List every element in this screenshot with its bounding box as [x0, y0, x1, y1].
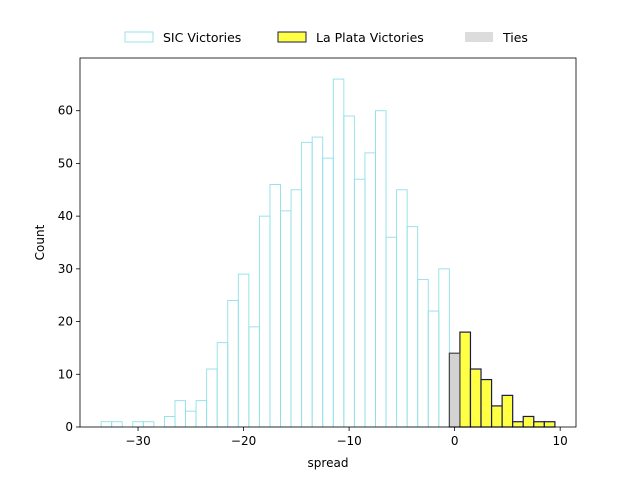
bar-sic-victories-11	[237, 273, 250, 428]
bar-sic-victories-17	[301, 141, 313, 428]
plot-area-frame	[79, 57, 577, 428]
bar-la-plata-victories-7	[533, 421, 545, 428]
bar-sic-victories-28	[417, 278, 429, 428]
bar-sic-victories-9	[216, 342, 229, 428]
bar-la-plata-victories-4	[501, 394, 514, 428]
legend: SIC Victories La Plata Victories Ties	[124, 30, 528, 45]
bar-la-plata-victories-8	[543, 421, 556, 428]
bar-sic-victories-22	[353, 178, 366, 428]
bar-sic-victories-27	[406, 226, 419, 428]
bar-sic-victories-16	[290, 189, 303, 428]
x-axis: −30 −20 −10 0 10	[125, 427, 568, 448]
bar-sic-victories-12	[248, 326, 260, 428]
bar-sic-victories-13	[258, 215, 271, 428]
bar-la-plata-victories-2	[480, 378, 493, 428]
bar-sic-victories-20	[332, 78, 345, 428]
bar-sic-victories-1	[111, 421, 123, 428]
bar-sic-victories-4	[163, 416, 176, 428]
bar-la-plata-victories-5	[512, 421, 524, 428]
y-tick-label: 50	[58, 156, 73, 170]
x-tick-label: 0	[451, 434, 459, 448]
x-axis-label: spread	[308, 456, 349, 470]
bar-sic-victories-18	[311, 136, 324, 428]
legend-swatch-ties	[465, 32, 493, 42]
bar-sic-victories-10	[227, 300, 239, 428]
y-axis-label: Count	[33, 224, 47, 260]
bar-sic-victories-19	[322, 157, 334, 428]
bar-sic-victories-26	[396, 189, 408, 428]
bar-sic-victories-29	[427, 310, 440, 428]
bar-sic-victories-7	[195, 400, 208, 428]
y-tick-label: 0	[65, 420, 73, 434]
legend-swatch-la-plata-victories	[277, 31, 307, 43]
legend-label: La Plata Victories	[316, 30, 424, 45]
legend-label: Ties	[502, 30, 528, 45]
bar-sic-victories-24	[375, 110, 387, 428]
bar-sic-victories-14	[269, 184, 281, 428]
legend-label: SIC Victories	[163, 30, 241, 45]
y-tick-label: 10	[58, 367, 73, 381]
bar-sic-victories-2	[132, 421, 144, 428]
bar-sic-victories-8	[206, 368, 218, 428]
y-tick-label: 40	[58, 209, 73, 223]
legend-swatch-sic-victories	[124, 31, 154, 43]
bar-la-plata-victories-1	[469, 368, 482, 428]
bar-la-plata-victories-3	[490, 405, 503, 428]
bars-layer	[100, 78, 556, 428]
y-tick-label: 60	[58, 104, 73, 118]
bar-la-plata-victories-0	[459, 331, 472, 428]
x-tick-label: −20	[231, 434, 256, 448]
bar-sic-victories-0	[100, 421, 113, 428]
x-tick-label: −30	[125, 434, 150, 448]
y-tick-label: 30	[58, 262, 73, 276]
x-tick-label: −10	[336, 434, 361, 448]
bar-sic-victories-5	[174, 400, 186, 428]
bar-la-plata-victories-6	[522, 415, 535, 428]
bar-ties-0	[448, 352, 461, 428]
bar-sic-victories-21	[343, 115, 355, 428]
y-tick-label: 20	[58, 315, 73, 329]
bar-sic-victories-3	[142, 421, 155, 428]
bar-sic-victories-25	[385, 236, 398, 428]
bar-sic-victories-6	[185, 410, 197, 428]
y-axis: 0 10 20 30 40 50 60	[58, 104, 80, 434]
bar-sic-victories-15	[280, 210, 292, 428]
x-tick-label: 10	[553, 434, 568, 448]
bar-sic-victories-23	[364, 152, 376, 428]
bar-sic-victories-30	[438, 268, 450, 428]
